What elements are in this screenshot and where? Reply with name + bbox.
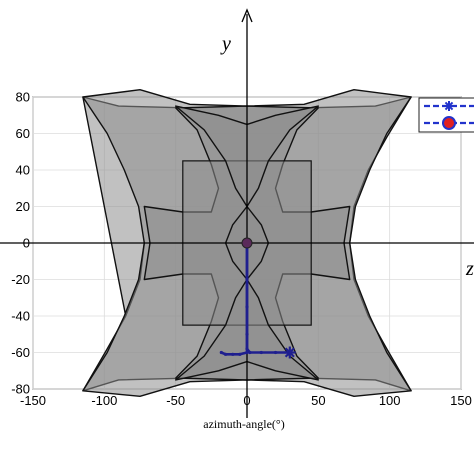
legend: [418, 97, 474, 133]
data-series: [219, 237, 296, 359]
x-tick-label: 100: [379, 393, 401, 408]
axis-arrow-icon: [241, 8, 253, 23]
series-point: [238, 352, 242, 356]
legend-dot-icon: [442, 116, 456, 130]
legend-star-icon: [444, 101, 454, 111]
series-point: [259, 350, 263, 355]
x-tick-label: -100: [91, 393, 117, 408]
x-tick-label: -150: [20, 393, 46, 408]
star-marker-icon: [284, 347, 295, 358]
y-tick-label: -80: [11, 382, 30, 397]
series-point: [224, 352, 228, 356]
y-tick-label: 0: [23, 236, 30, 251]
series-point: [245, 350, 249, 355]
series-point: [219, 350, 223, 355]
z-axis-name: z: [465, 258, 474, 280]
x-axis-label: azimuth-angle(°): [203, 417, 284, 431]
y-tick-label: -20: [11, 272, 30, 287]
series-point: [273, 350, 278, 355]
x-tick-label: 0: [243, 393, 250, 408]
x-tick-label: -50: [166, 393, 185, 408]
origin-marker-icon: [241, 237, 253, 249]
y-tick-label: -40: [11, 309, 30, 324]
y-tick-label: 80: [16, 90, 30, 105]
y-tick-label: 60: [16, 126, 30, 141]
y-axis-name: y: [220, 33, 231, 55]
y-tick-label: 40: [16, 163, 30, 178]
tick-labels: -150 -100 -50 0 50 100 150 80 60 40 20 0 -20 -40 -60 -8…: [11, 90, 472, 409]
x-tick-label: 50: [311, 393, 325, 408]
y-tick-label: 20: [16, 199, 30, 214]
series-point: [248, 350, 252, 355]
x-tick-label: 150: [450, 393, 472, 408]
series-point: [231, 352, 235, 356]
y-tick-label: -60: [11, 345, 30, 360]
